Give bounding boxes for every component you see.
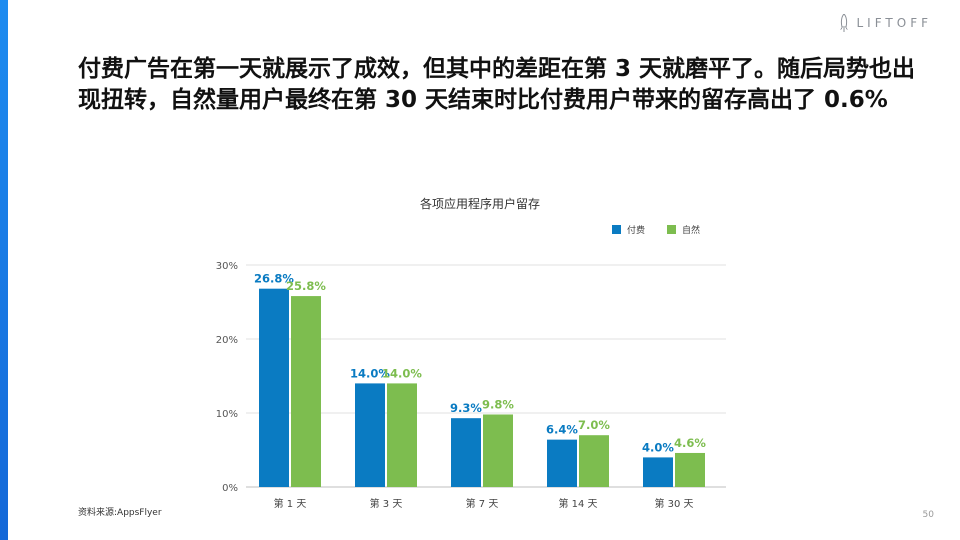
data-label: 4.0% [642,440,674,454]
y-tick-label: 30% [216,261,238,272]
legend-label-organic: 自然 [682,226,701,236]
legend-swatch-organic [667,225,677,234]
legend-item-organic: 自然 [667,223,700,236]
data-label: 9.8% [482,397,514,411]
y-tick-label: 20% [216,335,238,346]
bar-paid [259,288,289,487]
left-accent-bar [0,0,8,540]
x-tick-label: 第 7 天 [466,497,499,510]
bar-paid [547,439,577,487]
chart-title: 各项应用程序用户留存 [419,197,540,211]
chart-legend: 付费 自然 [612,223,722,236]
headline: 付费广告在第一天就展示了成效，但其中的差距在第 3 天就磨平了。随后局势也出现扭… [78,56,916,113]
x-tick-label: 第 1 天 [274,497,307,510]
legend-swatch-paid [612,225,621,234]
bar-organic [579,435,609,487]
x-tick-label: 第 14 天 [558,497,597,510]
data-label: 26.8% [254,272,294,286]
source-note: 资料来源:AppsFlyer [78,508,162,518]
bar-organic [483,414,513,487]
data-label: 7.0% [578,418,610,432]
rocket-icon [839,14,848,32]
bar-organic [387,383,417,487]
liftoff-logo: LIFTOFF [839,14,933,32]
data-label: 25.8% [286,279,326,293]
bar-organic [291,296,321,487]
bar-paid [643,457,673,487]
x-tick-label: 第 3 天 [370,497,403,510]
legend-item-paid: 付费 [612,223,645,236]
y-tick-label: 0% [222,483,238,494]
page-number: 50 [922,510,934,520]
legend-label-paid: 付费 [627,226,646,236]
y-tick-label: 10% [216,409,238,420]
data-label: 6.4% [546,423,578,437]
data-label: 9.3% [450,401,482,415]
logo-text: LIFTOFF [856,16,932,30]
data-label: 4.6% [674,436,706,450]
bar-paid [451,418,481,487]
x-tick-label: 第 30 天 [654,497,693,510]
bar-paid [355,383,385,487]
bar-organic [675,452,705,487]
data-label: 14.0% [382,366,422,380]
data-label: 14.0% [350,366,390,380]
